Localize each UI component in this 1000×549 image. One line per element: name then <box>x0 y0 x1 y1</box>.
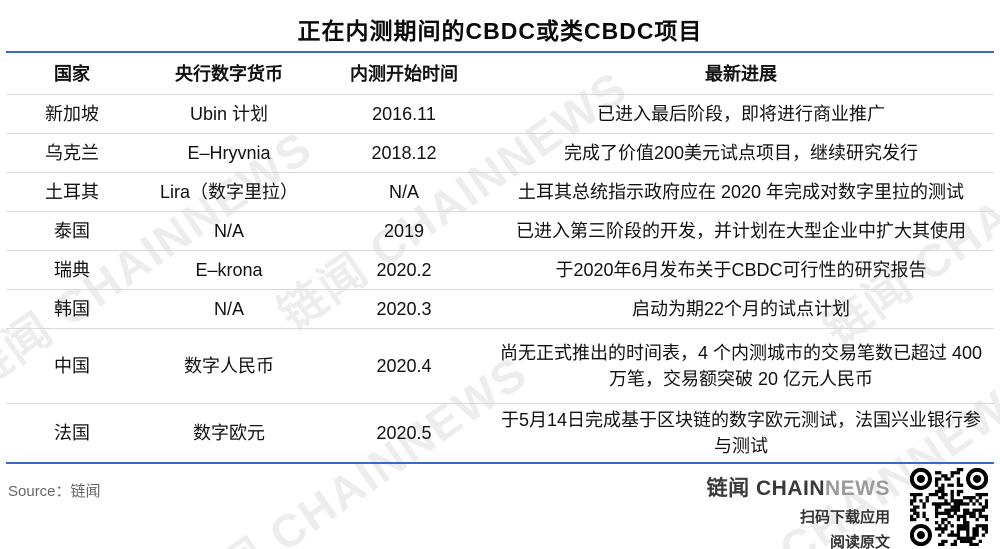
column-header-progress: 最新进展 <box>705 63 777 84</box>
country-cell: 韩国 <box>54 299 90 319</box>
country-cell: 法国 <box>54 423 90 443</box>
qr-caption-line1: 扫码下载应用 <box>799 509 890 526</box>
table-header-row: 国家 央行数字货币 内测开始时间 最新进展 <box>6 53 994 95</box>
progress-cell: 土耳其总统指示政府应在 2020 年完成对数字里拉的测试 <box>517 182 965 202</box>
top-accent-divider <box>6 51 994 53</box>
column-header-start-date: 内测开始时间 <box>350 63 458 84</box>
start-date-cell: N/A <box>388 182 419 202</box>
footer: Source：链闻 链闻 CHAINNEWS 扫码下载应用 阅读原文 <box>0 464 1000 549</box>
currency-cell: Ubin 计划 <box>189 104 269 124</box>
source-label: Source：链闻 <box>8 483 101 500</box>
progress-cell: 已进入最后阶段，即将进行商业推广 <box>597 104 885 124</box>
start-date-cell: 2020.4 <box>376 356 432 376</box>
currency-cell: 数字人民币 <box>184 356 274 376</box>
start-date-cell: 2016.11 <box>372 104 436 124</box>
table-row: 乌克兰 E–Hryvnia 2018.12 完成了价值200美元试点项目，继续研… <box>6 134 994 173</box>
qr-caption-line2: 阅读原文 <box>829 534 890 549</box>
brand-secondary-text: NEWS <box>825 477 890 500</box>
table-row: 新加坡 Ubin 计划 2016.11 已进入最后阶段，即将进行商业推广 <box>6 95 994 134</box>
table-row: 中国 数字人民币 2020.4 尚无正式推出的时间表，4 个内测城市的交易笔数已… <box>6 329 994 404</box>
progress-cell: 已进入第三阶段的开发，并计划在大型企业中扩大其使用 <box>516 221 966 241</box>
country-cell: 乌克兰 <box>45 143 99 163</box>
column-header-country: 国家 <box>54 63 90 84</box>
qr-code-svg <box>910 468 988 546</box>
progress-cell: 启动为期22个月的试点计划 <box>631 299 851 319</box>
country-cell: 新加坡 <box>45 104 99 124</box>
table-row: 泰国 N/A 2019 已进入第三阶段的开发，并计划在大型企业中扩大其使用 <box>6 212 994 251</box>
currency-cell: 数字欧元 <box>193 423 265 443</box>
page-title: 正在内测期间的CBDC或类CBDC项目 <box>297 18 703 44</box>
table-row: 法国 数字欧元 2020.5 于5月14日完成基于区块链的数字欧元测试，法国兴业… <box>6 404 994 462</box>
start-date-cell: 2020.3 <box>376 299 432 319</box>
start-date-cell: 2020.2 <box>376 260 432 280</box>
start-date-cell: 2020.5 <box>376 423 432 443</box>
country-cell: 土耳其 <box>45 182 99 202</box>
currency-cell: E–Hryvnia <box>187 143 271 163</box>
country-cell: 泰国 <box>54 221 90 241</box>
qr-code-icon <box>910 468 988 546</box>
cbdc-table: 国家 央行数字货币 内测开始时间 最新进展 新加坡 Ubin 计划 2016.1… <box>6 53 994 462</box>
brand-primary-text: 链闻 CHAIN <box>706 477 825 500</box>
currency-cell: E–krona <box>195 260 263 280</box>
country-cell: 中国 <box>54 356 90 376</box>
brand-block: 链闻 CHAINNEWS 扫码下载应用 阅读原文 <box>707 472 890 549</box>
table-row: 土耳其 Lira（数字里拉） N/A 土耳其总统指示政府应在 2020 年完成对… <box>6 173 994 212</box>
progress-cell: 于5月14日完成基于区块链的数字欧元测试，法国兴业银行参与测试 <box>500 410 982 456</box>
currency-cell: N/A <box>213 221 244 241</box>
start-date-cell: 2018.12 <box>371 143 437 163</box>
progress-cell: 于2020年6月发布关于CBDC可行性的研究报告 <box>555 260 927 280</box>
currency-cell: Lira（数字里拉） <box>159 182 298 202</box>
country-cell: 瑞典 <box>54 260 90 280</box>
table-row: 瑞典 E–krona 2020.2 于2020年6月发布关于CBDC可行性的研究… <box>6 251 994 290</box>
brand-logo-text: 链闻 CHAINNEWS <box>707 472 890 502</box>
column-header-currency: 央行数字货币 <box>175 63 283 84</box>
currency-cell: N/A <box>213 299 244 319</box>
table-row: 韩国 N/A 2020.3 启动为期22个月的试点计划 <box>6 290 994 329</box>
progress-cell: 尚无正式推出的时间表，4 个内测城市的交易笔数已超过 400 万笔，交易额突破 … <box>499 343 983 389</box>
start-date-cell: 2019 <box>383 221 425 241</box>
bottom-accent-divider <box>6 462 994 464</box>
progress-cell: 完成了价值200美元试点项目，继续研究发行 <box>563 143 919 163</box>
